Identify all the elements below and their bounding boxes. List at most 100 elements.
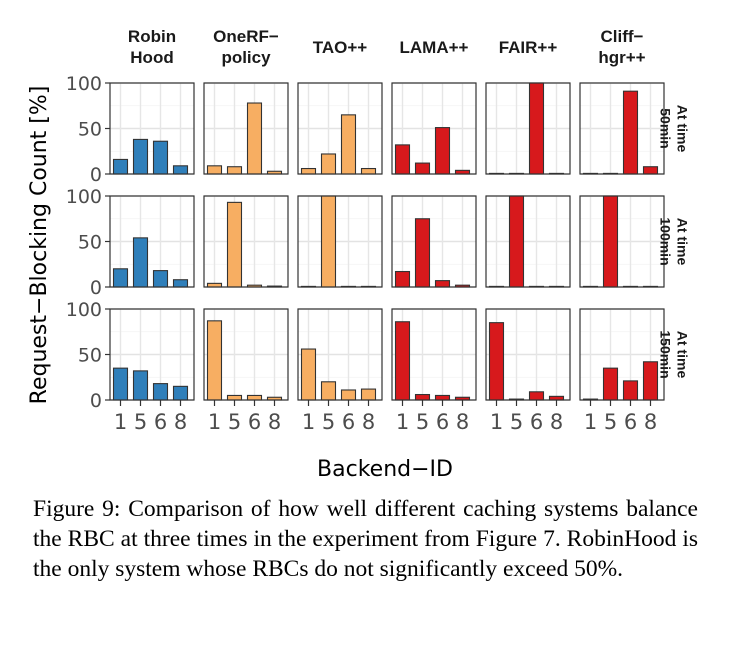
- bar: [434, 280, 451, 288]
- row-strip-label-line: At time: [675, 331, 691, 379]
- x-tick-label: 8: [550, 410, 563, 434]
- row-strip-label-line: 100min: [658, 217, 674, 265]
- panel-frame: [203, 195, 289, 288]
- bar: [112, 158, 129, 175]
- bar: [340, 389, 357, 401]
- bar: [226, 166, 243, 175]
- y-tick-label: 50: [78, 119, 102, 141]
- bar: [112, 367, 129, 401]
- bar: [112, 268, 129, 288]
- bar: [172, 165, 189, 175]
- x-tick-label: 1: [208, 410, 221, 434]
- panel-frame: [203, 82, 289, 175]
- bar: [172, 279, 189, 288]
- x-tick-label: 5: [228, 410, 241, 434]
- row-strip-label-line: 150min: [658, 330, 674, 378]
- bar: [132, 237, 149, 288]
- bar: [320, 153, 337, 175]
- bar: [300, 167, 317, 175]
- grid-layer: [110, 82, 664, 401]
- column-strip-label: hgr++: [598, 48, 645, 67]
- y-tick-label: 0: [90, 390, 102, 412]
- row-strip-label-line: At time: [675, 105, 691, 153]
- panel-frame: [485, 195, 571, 288]
- bar: [360, 167, 377, 175]
- panel-frame: [579, 195, 665, 288]
- panel-frame: [297, 195, 383, 288]
- bar: [414, 218, 431, 288]
- x-tick-label: 5: [510, 410, 523, 434]
- panel-frame: [579, 82, 665, 175]
- panel-frame: [391, 195, 477, 288]
- figure-caption: Figure 9: Comparison of how well differe…: [33, 496, 698, 582]
- bar: [488, 322, 505, 401]
- bar: [394, 270, 411, 288]
- bar: [394, 321, 411, 401]
- x-tick-label: 5: [134, 410, 147, 434]
- column-strip-label: LAMA++: [400, 38, 469, 57]
- panel-frame: [297, 308, 383, 401]
- x-tick-label: 1: [302, 410, 315, 434]
- y-tick-label: 100: [66, 73, 102, 95]
- bar: [528, 82, 545, 175]
- bar: [132, 138, 149, 175]
- x-tick-label: 5: [416, 410, 429, 434]
- y-axis-title: Request−Blocking Count [%]: [27, 86, 52, 405]
- x-tick-label: 6: [436, 410, 449, 434]
- bar: [300, 348, 317, 401]
- bar: [246, 102, 263, 175]
- x-tick-label: 6: [530, 410, 543, 434]
- column-strip-label: OneRF−: [213, 27, 279, 46]
- bar: [622, 380, 639, 401]
- x-tick-label: 1: [396, 410, 409, 434]
- bar: [360, 388, 377, 401]
- x-tick-label: 5: [604, 410, 617, 434]
- bar: [320, 195, 337, 288]
- bar: [320, 381, 337, 401]
- bar: [152, 270, 169, 288]
- x-tick-label: 8: [174, 410, 187, 434]
- x-tick-label: 8: [268, 410, 281, 434]
- bar: [622, 90, 639, 175]
- bar: [226, 201, 243, 288]
- x-tick-label: 5: [322, 410, 335, 434]
- bar: [172, 385, 189, 401]
- column-strip-label: FAIR++: [499, 38, 558, 57]
- panel-frame: [391, 308, 477, 401]
- column-strip-label: Robin: [128, 27, 176, 46]
- column-strip-label: TAO++: [313, 38, 368, 57]
- x-tick-label: 1: [114, 410, 127, 434]
- x-tick-label: 8: [644, 410, 657, 434]
- bar: [226, 394, 243, 401]
- bar: [206, 165, 223, 175]
- bar: [414, 393, 431, 401]
- column-strip-label: Cliff−: [601, 27, 644, 46]
- y-tick-label: 50: [78, 232, 102, 254]
- y-tick-label: 50: [78, 345, 102, 367]
- bar: [528, 391, 545, 401]
- y-tick-label: 100: [66, 299, 102, 321]
- column-strip-label: Hood: [130, 48, 173, 67]
- x-tick-label: 8: [362, 410, 375, 434]
- bar: [642, 361, 659, 401]
- bar: [246, 394, 263, 401]
- row-strip-label-line: At time: [675, 218, 691, 266]
- bar: [394, 144, 411, 175]
- panel-frame: [203, 308, 289, 401]
- x-tick-label: 6: [624, 410, 637, 434]
- bar: [508, 195, 525, 288]
- y-tick-label: 0: [90, 164, 102, 186]
- bar: [602, 367, 619, 401]
- x-axis-title: Backend−ID: [317, 457, 453, 482]
- y-tick-label: 100: [66, 186, 102, 208]
- panel-frame: [485, 82, 571, 175]
- y-tick-label: 0: [90, 277, 102, 299]
- x-tick-label: 1: [490, 410, 503, 434]
- bar: [206, 320, 223, 401]
- x-tick-label: 6: [342, 410, 355, 434]
- panel-frames: [105, 82, 665, 406]
